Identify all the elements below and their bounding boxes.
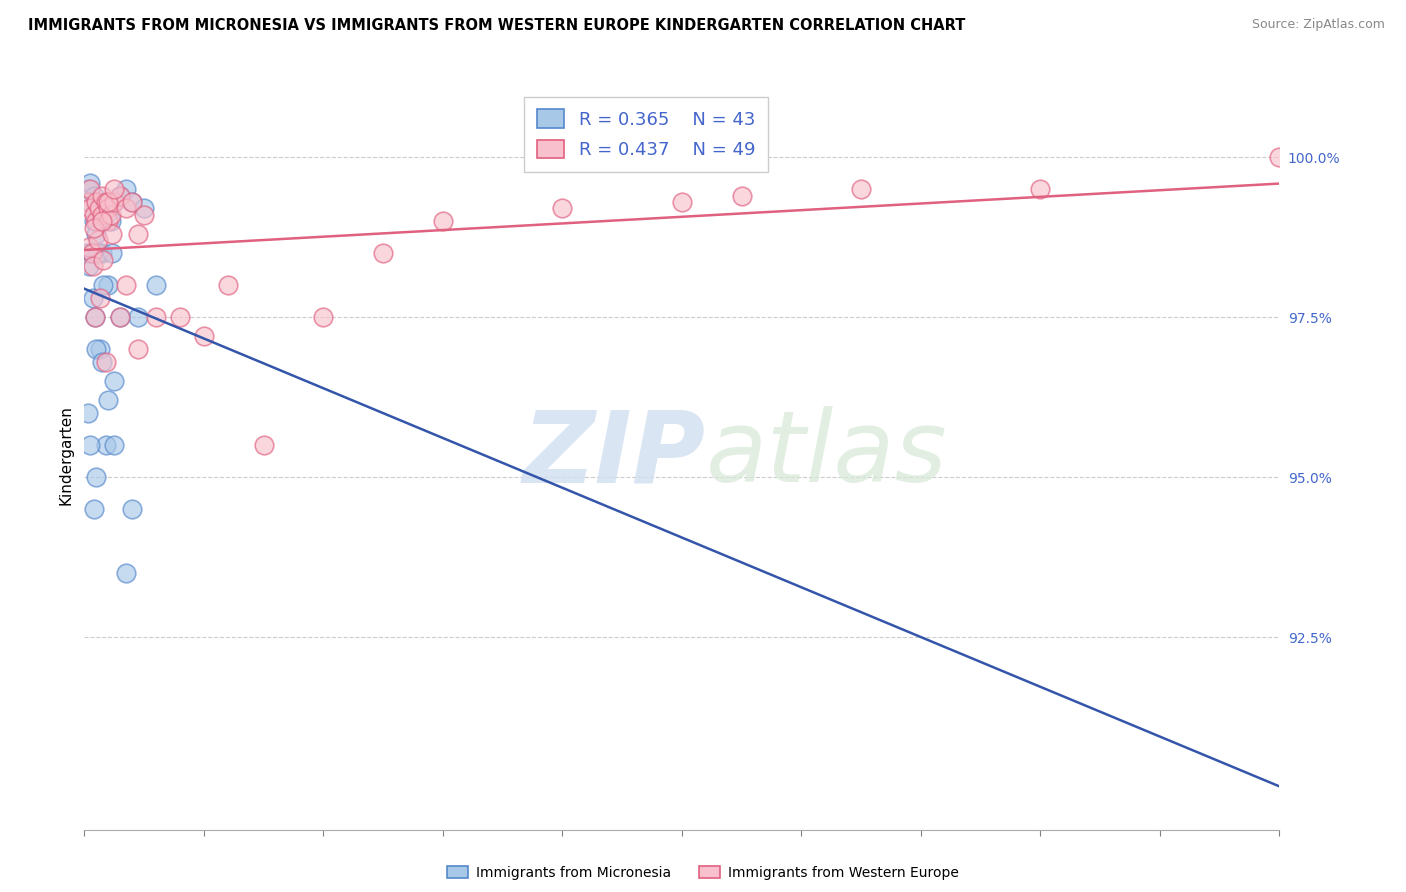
Point [86,246,108,260]
Point [91,246,114,260]
Point [79,176,101,190]
Point [86,214,108,228]
Point [76,246,98,260]
Point [121,502,143,516]
Point [86,194,108,209]
Point [91,208,114,222]
Point [145,278,167,293]
Point [121,194,143,209]
Point [851,182,873,196]
Point [115,278,138,293]
Point [127,343,149,357]
Point [115,182,138,196]
Point [83,208,105,222]
Point [89,291,111,305]
Point [97,278,120,293]
Point [97,202,120,216]
Point [1268,150,1291,164]
Point [731,188,754,202]
Point [103,438,125,452]
Text: Source: ZipAtlas.com: Source: ZipAtlas.com [1251,18,1385,31]
Text: atlas: atlas [706,407,948,503]
Point [83,502,105,516]
Text: IMMIGRANTS FROM MICRONESIA VS IMMIGRANTS FROM WESTERN EUROPE KINDERGARTEN CORREL: IMMIGRANTS FROM MICRONESIA VS IMMIGRANTS… [28,18,966,33]
Point [84,310,107,325]
Point [79,438,101,452]
Legend: R = 0.365    N = 43, R = 0.437    N = 49: R = 0.365 N = 43, R = 0.437 N = 49 [524,97,768,171]
Point [193,329,215,343]
Point [77,406,100,420]
Point [79,194,101,209]
Point [127,310,149,325]
Point [83,220,105,235]
Point [100,214,122,228]
Point [432,214,454,228]
Point [103,194,125,209]
Point [86,470,108,484]
Point [83,214,105,228]
Point [77,240,100,254]
Point [110,188,132,202]
Point [91,188,114,202]
Point [100,208,122,222]
Y-axis label: Kindergarten: Kindergarten [58,405,73,505]
Point [93,252,115,267]
Point [110,310,132,325]
Point [91,214,114,228]
Point [80,246,103,260]
Point [127,227,149,241]
Point [103,194,125,209]
Point [94,355,117,369]
Point [373,246,395,260]
Point [110,310,132,325]
Point [87,208,110,222]
Point [101,246,124,260]
Point [79,182,101,196]
Point [94,208,117,222]
Point [97,202,120,216]
Legend: Immigrants from Micronesia, Immigrants from Western Europe: Immigrants from Micronesia, Immigrants f… [441,860,965,885]
Point [84,310,107,325]
Point [87,202,110,216]
Point [86,233,108,247]
Point [1029,182,1052,196]
Point [132,208,156,222]
Point [671,194,693,209]
Point [94,194,117,209]
Point [312,310,335,325]
Point [97,214,120,228]
Point [91,214,114,228]
Point [80,246,103,260]
Point [86,343,108,357]
Point [145,310,167,325]
Point [89,343,111,357]
Point [551,202,574,216]
Point [86,227,108,241]
Point [121,194,143,209]
Point [103,374,125,388]
Point [253,438,276,452]
Point [82,259,104,273]
Point [217,278,239,293]
Point [82,291,104,305]
Point [86,202,108,216]
Point [77,259,100,273]
Text: ZIP: ZIP [523,407,706,503]
Point [97,393,120,408]
Point [97,194,120,209]
Point [77,182,100,196]
Point [169,310,191,325]
Point [91,355,114,369]
Point [101,227,124,241]
Point [83,188,105,202]
Point [79,202,101,216]
Point [103,182,125,196]
Point [132,202,156,216]
Point [93,278,115,293]
Point [115,202,138,216]
Point [115,566,138,581]
Point [94,438,117,452]
Point [110,188,132,202]
Point [77,194,100,209]
